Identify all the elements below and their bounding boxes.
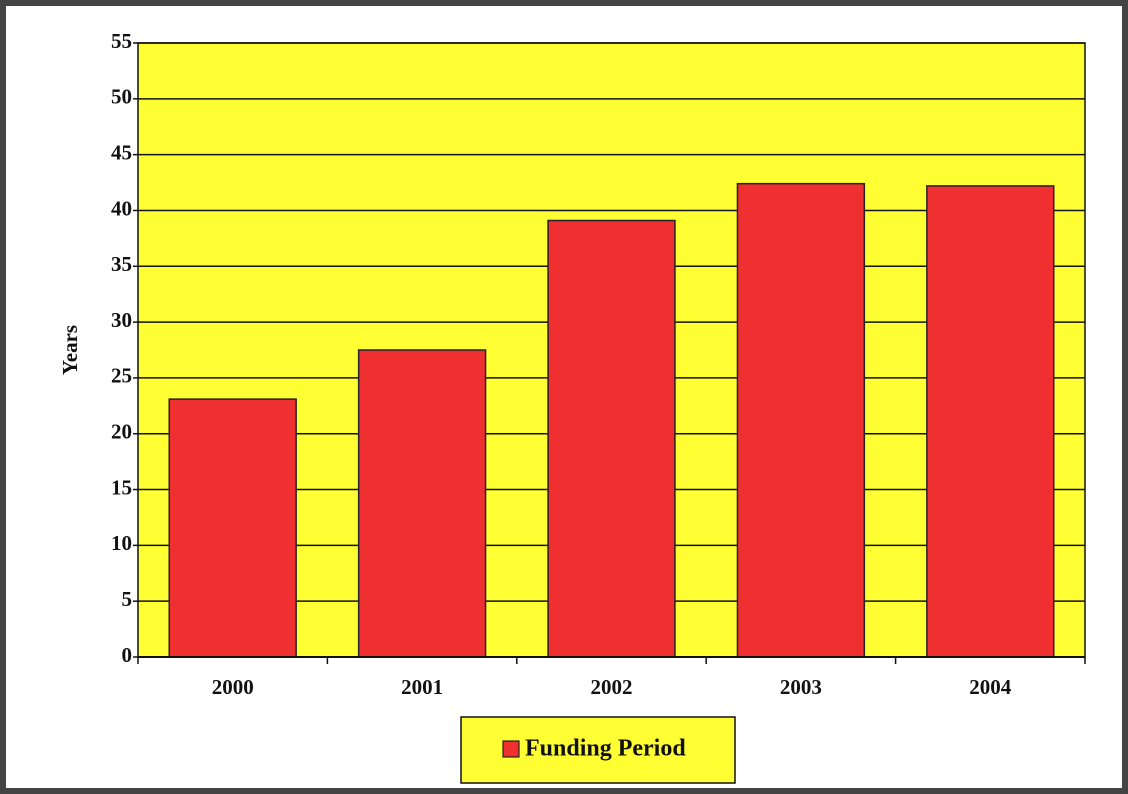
x-tick-label: 2000 bbox=[212, 675, 254, 699]
y-tick-label: 40 bbox=[111, 196, 132, 220]
x-tick-label: 2001 bbox=[401, 675, 443, 699]
bar bbox=[168, 398, 297, 658]
y-tick-label: 0 bbox=[122, 643, 133, 667]
legend-swatch bbox=[502, 740, 520, 758]
y-tick-label: 50 bbox=[111, 85, 132, 109]
y-tick-label: 45 bbox=[111, 140, 132, 164]
bar bbox=[736, 182, 866, 658]
bar bbox=[926, 185, 1055, 658]
y-tick-label: 20 bbox=[111, 420, 132, 444]
y-tick-label: 15 bbox=[111, 475, 132, 499]
x-tick-label: 2003 bbox=[780, 675, 822, 699]
y-tick-label: 55 bbox=[111, 29, 132, 53]
legend-label: Funding Period bbox=[525, 736, 686, 762]
y-tick-label: 35 bbox=[111, 252, 132, 276]
bar bbox=[357, 349, 487, 658]
y-tick-label: 30 bbox=[111, 308, 132, 332]
y-tick-label: 5 bbox=[122, 587, 133, 611]
y-tick-label: 10 bbox=[111, 531, 132, 555]
x-tick-label: 2004 bbox=[969, 675, 1012, 699]
x-tick-label: 2002 bbox=[591, 675, 633, 699]
y-tick-label: 25 bbox=[111, 364, 132, 388]
y-axis-label: Years bbox=[58, 325, 82, 375]
bar bbox=[547, 219, 676, 658]
